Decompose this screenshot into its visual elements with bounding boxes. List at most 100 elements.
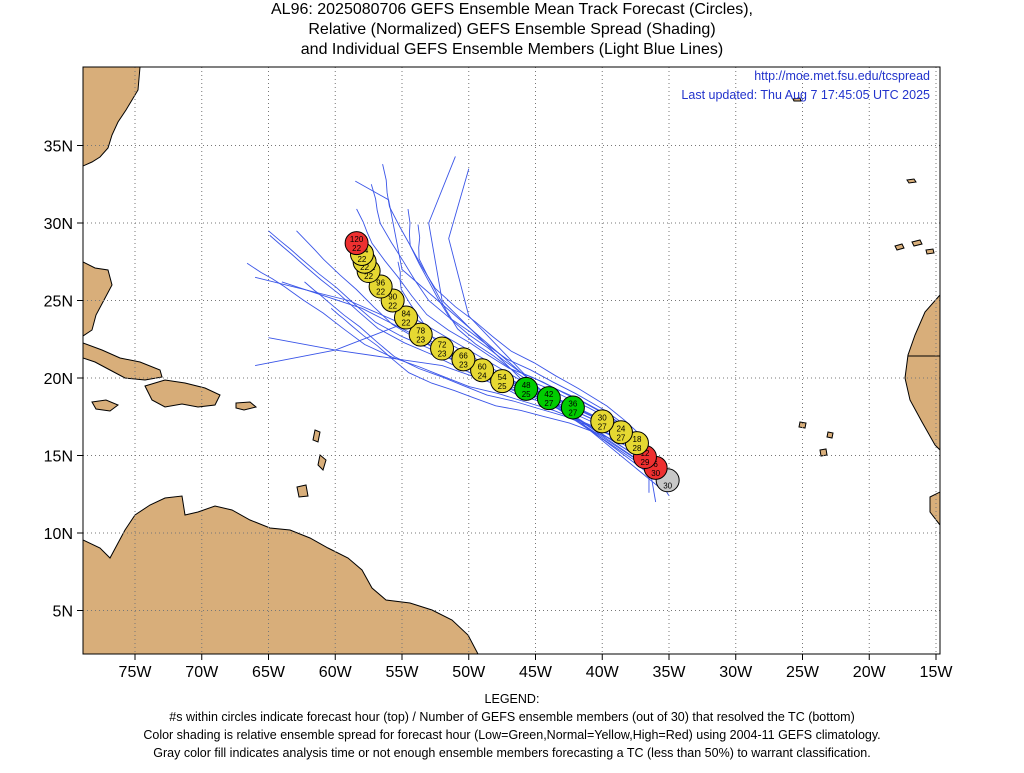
forecast-hour-label: 6 — [653, 460, 658, 469]
forecast-hour-label: 96 — [376, 279, 385, 288]
ensemble-member-line — [448, 168, 664, 478]
member-count-label: 27 — [568, 408, 577, 417]
ensemble-member-line — [355, 180, 659, 487]
x-tick-label: 35W — [653, 664, 687, 681]
x-tick-label: 50W — [452, 664, 486, 681]
forecast-hour-label: 120 — [350, 235, 364, 244]
forecast-hour-label: 42 — [544, 390, 553, 399]
legend-line-1: #s within circles indicate forecast hour… — [169, 710, 855, 724]
land-hispaniola — [144, 379, 221, 408]
member-count-label: 24 — [478, 371, 487, 380]
forecast-hour-label: 84 — [402, 310, 411, 319]
track-circle — [470, 358, 495, 383]
ensemble-member-line — [382, 164, 669, 481]
member-count-label: 30 — [651, 469, 660, 478]
track-circle — [608, 420, 633, 445]
member-count-label: 23 — [416, 336, 425, 345]
legend-line-3: Gray color fill indicates analysis time … — [153, 746, 871, 760]
forecast-hour-label: 72 — [438, 341, 447, 350]
member-count-label: 27 — [616, 433, 625, 442]
land-bermuda-dot — [792, 97, 802, 102]
member-count-label: 28 — [633, 444, 642, 453]
land-puerto-rico — [235, 401, 258, 411]
mean-track-layer: 3063012291828242730273627422748255425602… — [344, 231, 680, 493]
track-circle — [590, 409, 615, 434]
track-circle — [451, 347, 476, 372]
member-count-label: 22 — [357, 255, 366, 264]
y-tick-label: 25N — [44, 294, 73, 311]
forecast-hour-label: 48 — [522, 381, 531, 390]
y-tick-label: 20N — [44, 371, 73, 388]
x-tick-label: 60W — [319, 664, 353, 681]
x-tick-label: 65W — [252, 664, 286, 681]
track-circle — [408, 322, 433, 347]
axes-layer: 75W 70W 65W 60W 55W 50W 45W 40W 35W 30W 25W 20W 15W 5… — [44, 139, 954, 682]
ensemble-member-line — [254, 276, 666, 475]
track-circle — [514, 376, 539, 401]
y-tick-label: 15N — [44, 449, 73, 466]
member-count-label: 22 — [364, 272, 373, 281]
forecast-hour-label: 54 — [498, 373, 507, 382]
land-leeward-1 — [312, 429, 321, 443]
land-layer — [83, 67, 940, 654]
source-url-link[interactable]: http://moe.met.fsu.edu/tcspread — [754, 69, 930, 83]
y-tick-label: 30N — [44, 216, 73, 233]
track-circle — [430, 336, 455, 361]
forecast-hour-label: 12 — [641, 449, 650, 458]
forecast-hour-label: 78 — [416, 327, 425, 336]
title-line-2: Relative (Normalized) GEFS Ensemble Spre… — [308, 21, 716, 38]
track-circle — [344, 231, 369, 256]
land-canary-1 — [894, 243, 905, 251]
forecast-hour-label: 36 — [568, 399, 577, 408]
land-cape-verde-2 — [819, 448, 828, 457]
member-count-label: 22 — [388, 302, 397, 311]
ensemble-member-line — [255, 318, 660, 483]
ensemble-members-layer — [246, 156, 670, 503]
member-count-label: 22 — [376, 288, 385, 297]
land-africa-south — [929, 491, 940, 526]
x-tick-label: 15W — [920, 664, 954, 681]
map-title: AL96: 2025080706 GEFS Ensemble Mean Trac… — [0, 0, 1024, 60]
land-cuba — [83, 342, 163, 381]
x-tick-label: 40W — [586, 664, 620, 681]
land-jamaica — [91, 399, 119, 412]
x-tick-label: 25W — [786, 664, 820, 681]
map-frame — [82, 66, 941, 655]
member-count-label: 23 — [459, 360, 468, 369]
y-tick-label: 35N — [44, 139, 73, 156]
track-circle — [536, 386, 561, 411]
land-trinidad — [296, 484, 309, 498]
y-tick-label: 10N — [44, 526, 73, 543]
legend: LEGEND: #s within circles indicate forec… — [0, 690, 1024, 762]
member-count-label: 22 — [360, 263, 369, 272]
track-circle — [394, 305, 419, 330]
member-count-label: 22 — [352, 244, 361, 253]
member-count-label: 22 — [402, 319, 411, 328]
title-line-1: AL96: 2025080706 GEFS Ensemble Mean Trac… — [271, 1, 753, 18]
x-tick-label: 30W — [719, 664, 753, 681]
land-florida — [83, 261, 113, 337]
forecast-hour-label: 60 — [478, 362, 487, 371]
y-tick-label: 5N — [53, 604, 73, 621]
track-circle — [490, 369, 515, 394]
forecast-hour-label: 66 — [459, 351, 468, 360]
track-circle — [560, 395, 585, 420]
x-tick-label: 55W — [386, 664, 420, 681]
x-tick-label: 45W — [519, 664, 553, 681]
x-tick-label: 20W — [853, 664, 887, 681]
forecast-hour-label: 24 — [616, 424, 625, 433]
legend-heading: LEGEND: — [484, 692, 540, 706]
